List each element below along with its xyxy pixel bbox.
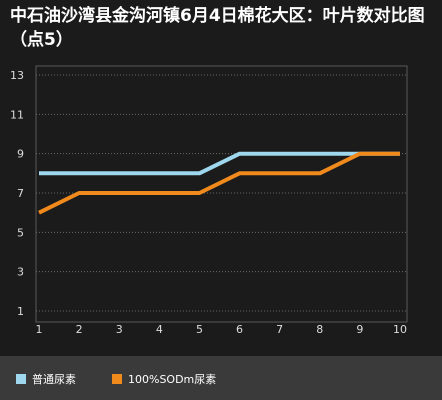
x-tick-label: 5 (196, 323, 203, 336)
series-line-2 (38, 151, 400, 215)
x-axis-ticks: 1 2 3 4 5 6 7 8 9 10 (36, 323, 408, 336)
x-tick-label: 3 (116, 323, 123, 336)
legend-label-2: 100%SODm尿素 (128, 373, 217, 386)
x-tick-label: 8 (316, 323, 323, 336)
y-tick-label: 13 (10, 69, 24, 82)
legend-swatch-2 (112, 374, 122, 384)
y-tick-label: 7 (17, 187, 24, 200)
y-tick-label: 5 (17, 226, 24, 239)
x-tick-label: 6 (236, 323, 243, 336)
y-tick-label: 9 (17, 148, 24, 161)
x-tick-label: 1 (36, 323, 43, 336)
legend-item-1[interactable]: 普通尿素 (16, 371, 76, 387)
x-tick-label: 10 (393, 323, 407, 336)
x-tick-label: 9 (356, 323, 363, 336)
series-lines (38, 151, 400, 215)
x-tick-label: 2 (76, 323, 83, 336)
x-tick-label: 7 (276, 323, 283, 336)
y-tick-label: 3 (17, 266, 24, 279)
series-line-1 (39, 151, 400, 176)
y-tick-label: 11 (10, 108, 24, 121)
legend: 普通尿素 100%SODm尿素 (0, 356, 442, 400)
legend-swatch-1 (16, 374, 26, 384)
legend-label-1: 普通尿素 (32, 373, 76, 386)
legend-item-2[interactable]: 100%SODm尿素 (112, 371, 216, 387)
y-tick-label: 1 (17, 305, 24, 318)
chart-title: 中石油沙湾县金沟河镇6月4日棉花大区：叶片数对比图（点5） (10, 6, 425, 50)
x-tick-label: 4 (156, 323, 163, 336)
